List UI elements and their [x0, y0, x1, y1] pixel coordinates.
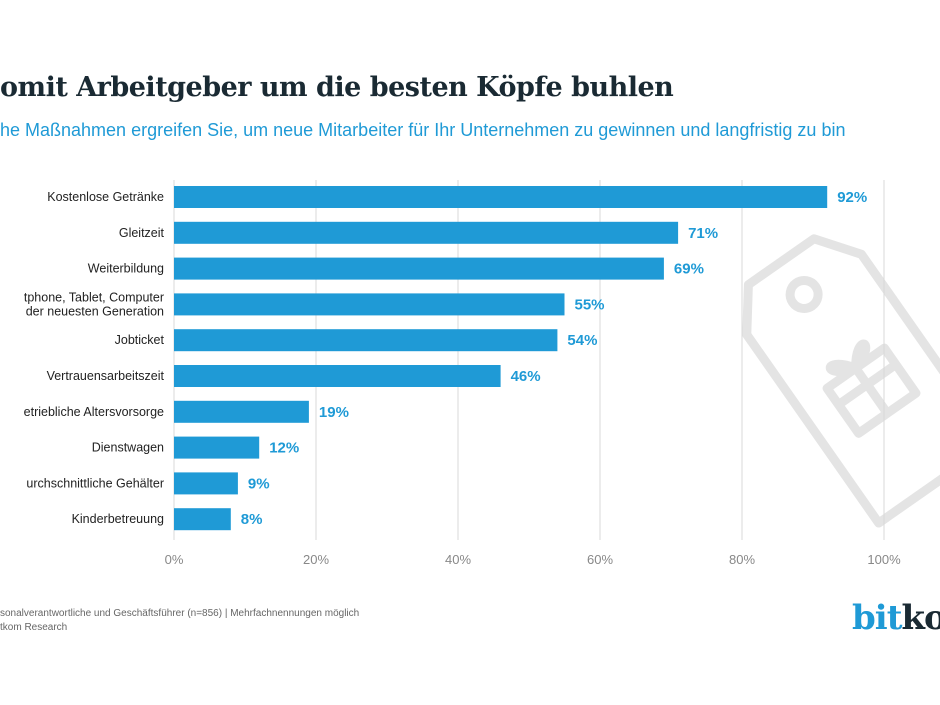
chart-title: omit Arbeitgeber um die besten Köpfe buh…	[0, 72, 674, 103]
bar	[174, 186, 828, 208]
x-tick-label: 0%	[165, 552, 184, 567]
bar	[174, 329, 558, 352]
category-label: Dienstwagen	[92, 441, 164, 455]
x-tick-label: 20%	[303, 552, 329, 567]
category-label: Gleitzeit	[119, 226, 165, 240]
data-label: 55%	[575, 296, 605, 313]
category-label: etriebliche Altersvorsorge	[24, 405, 164, 419]
x-tick-label: 100%	[867, 552, 901, 567]
category-label: Kinderbetreuung	[72, 512, 164, 526]
data-label: 46%	[511, 368, 541, 385]
footer-credit: tkom Research	[0, 622, 68, 633]
category-label: urchschnittliche Gehälter	[26, 476, 164, 490]
category-label: der neuesten Generation	[26, 304, 164, 318]
chart-subtitle: he Maßnahmen ergreifen Sie, um neue Mita…	[0, 120, 846, 140]
x-tick-label: 60%	[587, 552, 613, 567]
data-label: 69%	[674, 261, 704, 278]
x-tick-label: 40%	[445, 552, 471, 567]
bitkom-logo: bitko	[852, 598, 940, 638]
footer-source-note: sonalverantwortliche und Geschäftsführer…	[0, 608, 360, 619]
data-label: 9%	[248, 475, 270, 492]
data-label: 19%	[319, 404, 349, 421]
bar	[174, 293, 565, 316]
gift-tag-icon	[742, 234, 940, 528]
data-label: 92%	[837, 189, 867, 206]
bar	[174, 472, 238, 495]
category-label: tphone, Tablet, Computer	[24, 290, 164, 304]
category-label: Kostenlose Getränke	[47, 190, 164, 204]
category-label: Jobticket	[115, 333, 165, 347]
x-tick-label: 80%	[729, 552, 755, 567]
data-label: 54%	[567, 332, 597, 349]
bar	[174, 365, 501, 387]
bar	[174, 508, 231, 531]
category-label: Weiterbildung	[88, 262, 164, 276]
bar	[174, 436, 260, 459]
data-label: 12%	[269, 440, 299, 457]
bar	[174, 221, 679, 244]
data-label: 71%	[688, 225, 718, 242]
data-label: 8%	[241, 511, 263, 528]
category-label: Vertrauensarbeitszeit	[47, 369, 165, 383]
bar	[174, 257, 664, 280]
bar	[174, 400, 309, 423]
